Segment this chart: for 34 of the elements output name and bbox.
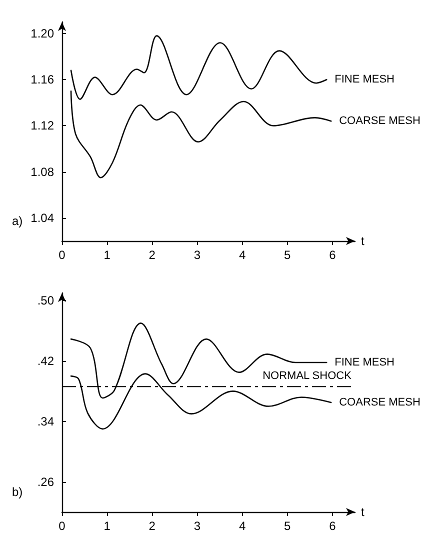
series-label: COARSE MESH (339, 115, 420, 128)
x-tick-label: 1 (104, 519, 111, 533)
x-tick-label: 3 (194, 248, 201, 262)
y-tick-label: 1.20 (30, 26, 54, 41)
x-axis-title: t (361, 234, 365, 248)
x-tick-label: 1 (104, 248, 111, 262)
y-tick-label: .42 (37, 354, 54, 368)
y-tick-label: 1.04 (30, 210, 54, 225)
x-tick-label: 5 (284, 519, 292, 533)
x-axis-title: t (361, 505, 365, 519)
text: b) (12, 485, 23, 499)
x-tick-label: 6 (329, 248, 336, 262)
ref-line-label: NORMAL SHOCK (262, 370, 352, 382)
y-tick-label: .26 (37, 474, 54, 489)
y-tick-label: 1.16 (30, 72, 54, 87)
x-tick-label: 6 (329, 519, 336, 533)
series-label: FINE MESH (334, 356, 395, 368)
y-tick-label: 1.12 (30, 118, 54, 133)
x-tick-label: 0 (58, 519, 66, 533)
y-tick-label: .50 (37, 294, 54, 308)
x-tick-label: 0 (58, 248, 66, 262)
x-tick-label: 4 (238, 248, 246, 262)
x-tick-label: 2 (148, 519, 156, 533)
y-tick-label: 1.08 (30, 164, 54, 179)
y-tick-label: .34 (37, 414, 54, 428)
line-series (70, 90, 332, 178)
x-tick-label: 3 (194, 519, 201, 533)
series-label: COARSE MESH (339, 396, 420, 408)
line-series (70, 35, 328, 100)
text: a) (12, 214, 23, 228)
x-tick-label: 2 (148, 248, 156, 262)
series-label: FINE MESH (334, 74, 395, 86)
x-tick-label: 5 (284, 248, 292, 262)
x-tick-label: 4 (238, 519, 246, 533)
